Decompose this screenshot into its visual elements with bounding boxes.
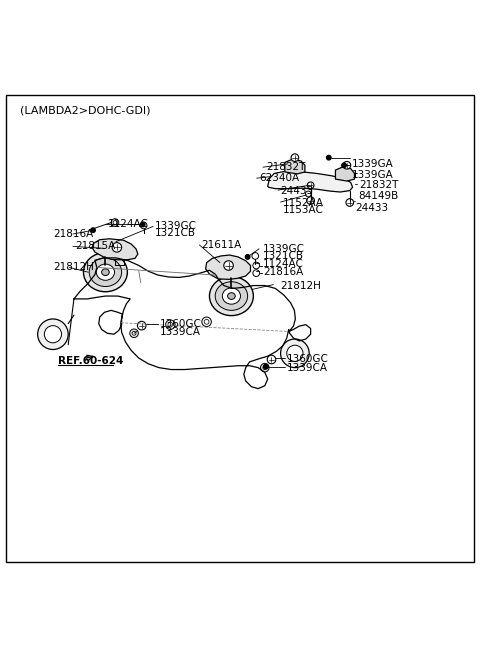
Circle shape: [245, 254, 250, 260]
Circle shape: [267, 355, 276, 364]
Text: (LAMBDA2>DOHC-GDI): (LAMBDA2>DOHC-GDI): [21, 105, 151, 115]
Text: 62340A: 62340A: [259, 173, 299, 183]
Circle shape: [287, 345, 303, 361]
Polygon shape: [336, 167, 355, 181]
Circle shape: [252, 253, 259, 260]
Polygon shape: [92, 238, 138, 260]
Text: 84149B: 84149B: [359, 191, 398, 201]
Text: 21815A: 21815A: [75, 241, 116, 252]
Text: 1124AC: 1124AC: [108, 219, 148, 229]
Text: 1153AC: 1153AC: [283, 205, 324, 215]
Ellipse shape: [84, 253, 127, 292]
Circle shape: [137, 321, 146, 330]
Ellipse shape: [215, 282, 248, 310]
Circle shape: [44, 326, 61, 343]
Circle shape: [307, 197, 314, 204]
Text: 1152AA: 1152AA: [283, 198, 324, 208]
Text: 21611A: 21611A: [201, 240, 241, 250]
Circle shape: [111, 219, 119, 227]
Text: 21812H: 21812H: [53, 262, 94, 273]
Text: 21832T: 21832T: [360, 180, 399, 191]
Circle shape: [264, 364, 268, 369]
Text: 1339CA: 1339CA: [160, 327, 201, 337]
Ellipse shape: [222, 288, 240, 304]
Text: 1124AC: 1124AC: [263, 259, 304, 269]
Ellipse shape: [96, 264, 115, 281]
Circle shape: [307, 182, 314, 189]
Polygon shape: [285, 160, 305, 174]
Ellipse shape: [228, 293, 235, 300]
Circle shape: [91, 228, 96, 233]
Text: 21812H: 21812H: [281, 281, 322, 290]
Circle shape: [326, 155, 331, 160]
Text: 1360GC: 1360GC: [160, 319, 202, 328]
Ellipse shape: [89, 258, 121, 286]
Circle shape: [281, 339, 309, 368]
Text: 1321CB: 1321CB: [263, 251, 304, 261]
Text: 1339CA: 1339CA: [287, 363, 328, 373]
Ellipse shape: [102, 269, 109, 275]
Circle shape: [112, 242, 121, 252]
Circle shape: [343, 162, 351, 169]
Circle shape: [305, 191, 311, 197]
Circle shape: [224, 261, 233, 270]
Text: 1339GA: 1339GA: [352, 159, 394, 169]
Circle shape: [168, 323, 173, 327]
Circle shape: [342, 163, 347, 168]
Text: 1360GC: 1360GC: [287, 353, 329, 363]
Text: 1321CB: 1321CB: [155, 228, 196, 238]
Circle shape: [130, 329, 138, 338]
Circle shape: [253, 262, 260, 269]
Text: 24433: 24433: [281, 186, 314, 196]
Circle shape: [166, 320, 175, 329]
Circle shape: [261, 363, 269, 372]
Text: 21816A: 21816A: [53, 229, 93, 239]
Polygon shape: [205, 255, 251, 279]
Circle shape: [140, 222, 145, 227]
Text: 1339GA: 1339GA: [352, 170, 394, 180]
Text: 1339GC: 1339GC: [263, 244, 305, 254]
Circle shape: [140, 222, 147, 229]
Text: 24433: 24433: [356, 203, 389, 213]
Circle shape: [253, 270, 260, 277]
Text: 21816A: 21816A: [263, 267, 303, 277]
Text: 21832T: 21832T: [266, 162, 306, 172]
Circle shape: [346, 198, 354, 206]
Circle shape: [263, 366, 267, 369]
Circle shape: [37, 319, 68, 350]
Ellipse shape: [209, 277, 253, 315]
Circle shape: [113, 221, 117, 225]
Circle shape: [132, 331, 136, 335]
Text: REF.60-624: REF.60-624: [58, 356, 123, 366]
Text: 1339GC: 1339GC: [155, 221, 197, 231]
Circle shape: [204, 319, 209, 324]
Circle shape: [202, 317, 211, 327]
Polygon shape: [268, 171, 353, 192]
FancyBboxPatch shape: [6, 95, 474, 562]
Circle shape: [291, 154, 299, 162]
